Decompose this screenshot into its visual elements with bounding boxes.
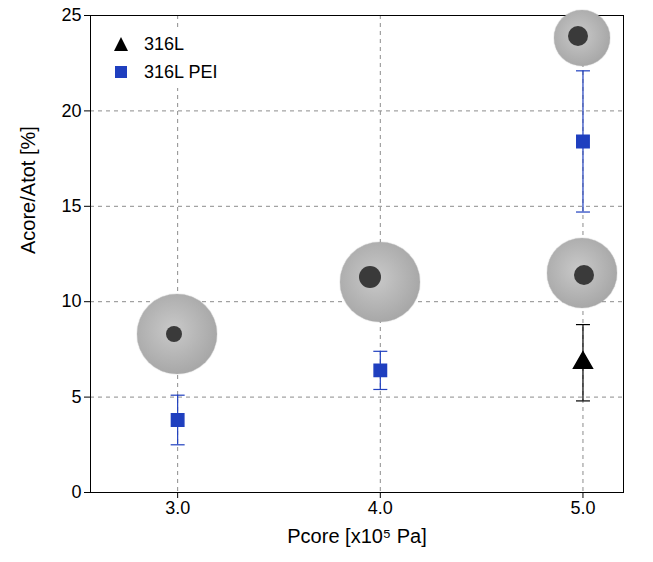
svg-text:4.0: 4.0 (368, 498, 393, 518)
svg-text:Acore/Atot [%]: Acore/Atot [%] (17, 126, 39, 254)
html-text:316L: 316L (144, 33, 184, 54)
svg-text:3.0: 3.0 (165, 498, 190, 518)
svg-text:5: 5 (71, 387, 81, 407)
svg-text:20: 20 (61, 101, 81, 121)
svg-text:0: 0 (71, 482, 81, 502)
svg-text:5.0: 5.0 (570, 498, 595, 518)
svg-text:15: 15 (61, 196, 81, 216)
svg-text:25: 25 (61, 5, 81, 25)
svg-text:10: 10 (61, 291, 81, 311)
html-text:316L PEI: 316L PEI (144, 61, 218, 82)
svg-text:Pcore [x10⁵ Pa]: Pcore [x10⁵ Pa] (287, 525, 426, 547)
